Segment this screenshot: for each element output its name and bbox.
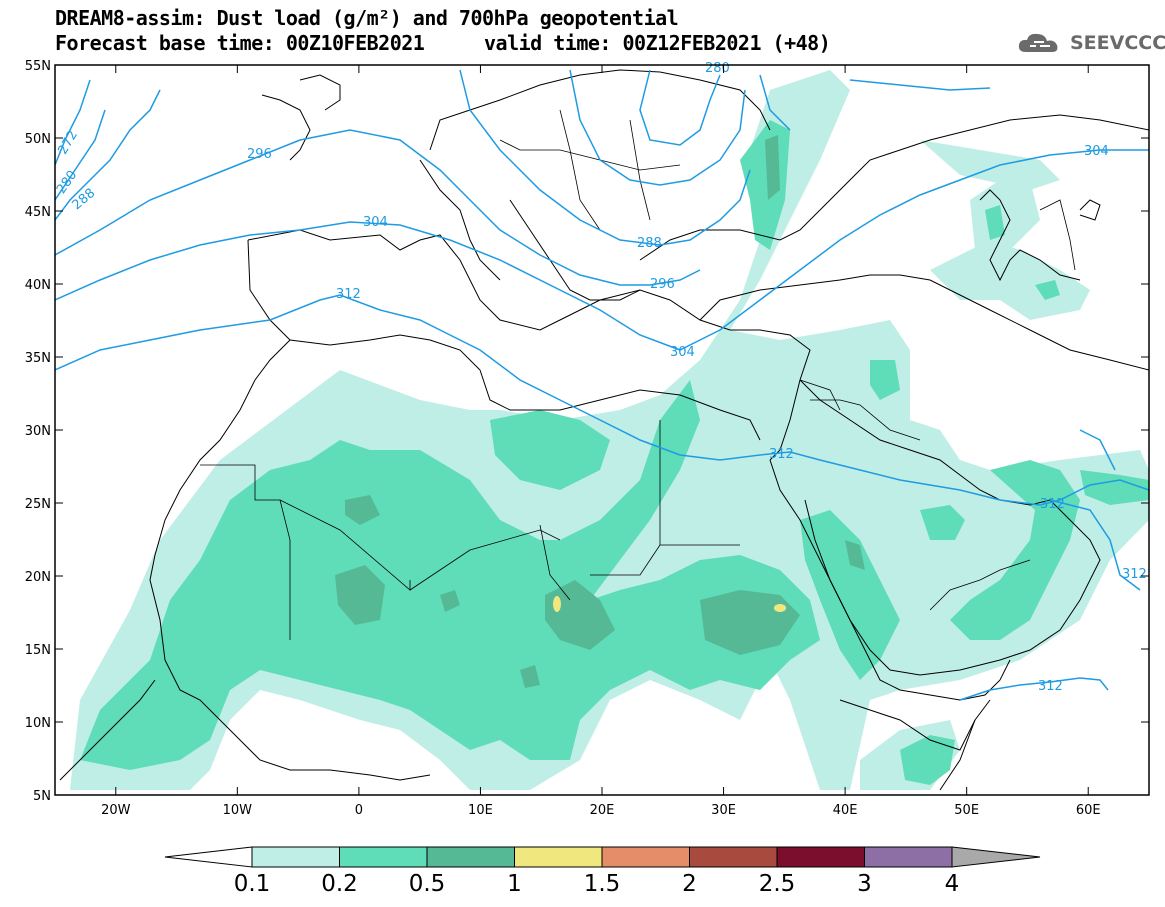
contour-label: 312 bbox=[769, 447, 794, 462]
lat-tick-label: 15N bbox=[25, 643, 51, 658]
lon-tick-label: 0 bbox=[355, 803, 363, 818]
colorbar-tick-label: 1.5 bbox=[583, 871, 621, 897]
valid-time: valid time: 00Z12FEB2021 (+48) bbox=[484, 31, 831, 55]
colorbar-segment bbox=[864, 846, 953, 868]
country-borders bbox=[200, 109, 1076, 640]
lat-tick-label: 20N bbox=[25, 570, 51, 585]
colorbar-tick-label: 4 bbox=[944, 871, 960, 897]
lon-tick-label: 10E bbox=[468, 803, 493, 818]
colorbar-arrow-high bbox=[951, 846, 1041, 868]
lat-tick-label: 55N bbox=[25, 59, 51, 74]
longitude-axis: 20W 10W 0 10E 20E 30E 40E 50E 60E bbox=[101, 65, 1101, 818]
colorbar-tick-label: 2 bbox=[682, 871, 697, 897]
colorbar-tick-label: 0.1 bbox=[233, 871, 271, 897]
lon-tick-label: 50E bbox=[954, 803, 979, 818]
coastlines bbox=[59, 69, 1149, 791]
contour-label: 288 bbox=[637, 236, 662, 251]
logo-text: SEEVCCC bbox=[1070, 32, 1165, 54]
lat-tick-label: 40N bbox=[25, 278, 51, 293]
colorbar-arrow-low bbox=[164, 846, 253, 868]
contour-label: 304 bbox=[363, 215, 388, 230]
lon-tick-label: 30E bbox=[711, 803, 736, 818]
colorbar-tick-label: 2.5 bbox=[758, 871, 796, 897]
lon-tick-label: 60E bbox=[1076, 803, 1101, 818]
lon-tick-label: 20E bbox=[590, 803, 615, 818]
contour-label: 312 bbox=[1122, 567, 1147, 582]
lat-tick-label: 5N bbox=[33, 789, 51, 804]
colorbar-tick-label: 0.2 bbox=[321, 871, 358, 897]
contour-label: 304 bbox=[1084, 144, 1109, 159]
contour-label: 296 bbox=[650, 277, 675, 292]
lat-tick-label: 30N bbox=[25, 424, 51, 439]
colorbar-tick-label: 3 bbox=[857, 871, 872, 897]
contour-label: 296 bbox=[247, 147, 272, 162]
map-title: DREAM8-assim: Dust load (g/m²) and 700hP… bbox=[55, 6, 679, 30]
colorbar-segment bbox=[251, 846, 340, 868]
lon-tick-label: 20W bbox=[101, 803, 131, 818]
contour-label: 312 bbox=[1038, 679, 1063, 694]
latitude-axis: 55N 50N 45N 40N 35N 30N 25N 20N 15N 10N 5N bbox=[25, 59, 1149, 804]
lat-tick-label: 50N bbox=[25, 132, 51, 147]
geopotential-contours bbox=[55, 69, 1149, 701]
dust-level-1 bbox=[553, 596, 786, 612]
colorbar-segment bbox=[601, 846, 690, 868]
lon-tick-label: 10W bbox=[223, 803, 253, 818]
contour-label: 272 bbox=[56, 128, 81, 157]
seevccc-logo: SEEVCCC bbox=[1016, 28, 1165, 58]
contour-label: 280 bbox=[705, 61, 730, 76]
lat-tick-label: 35N bbox=[25, 351, 51, 366]
colorbar-segment bbox=[426, 846, 515, 868]
lat-tick-label: 25N bbox=[25, 497, 51, 512]
colorbar-tick-label: 0.5 bbox=[408, 871, 446, 897]
colorbar-segment bbox=[339, 846, 428, 868]
contour-label: 312 bbox=[1040, 497, 1065, 512]
lon-tick-label: 40E bbox=[833, 803, 858, 818]
colorbar-segment bbox=[514, 846, 603, 868]
lat-tick-label: 10N bbox=[25, 716, 51, 731]
colorbar-segment bbox=[689, 846, 778, 868]
contour-label: 304 bbox=[670, 345, 695, 360]
cloud-icon bbox=[1018, 33, 1058, 52]
dust-fields bbox=[70, 70, 1149, 790]
dust-level-0-2 bbox=[80, 120, 1149, 785]
contour-label: 288 bbox=[70, 186, 99, 213]
colorbar-segment bbox=[776, 846, 865, 868]
colorbar-tick-label: 1 bbox=[507, 871, 522, 897]
contour-label: 312 bbox=[336, 287, 361, 302]
forecast-base-time: Forecast base time: 00Z10FEB2021 bbox=[55, 31, 425, 55]
colorbar bbox=[164, 846, 1041, 868]
lat-tick-label: 45N bbox=[25, 205, 51, 220]
